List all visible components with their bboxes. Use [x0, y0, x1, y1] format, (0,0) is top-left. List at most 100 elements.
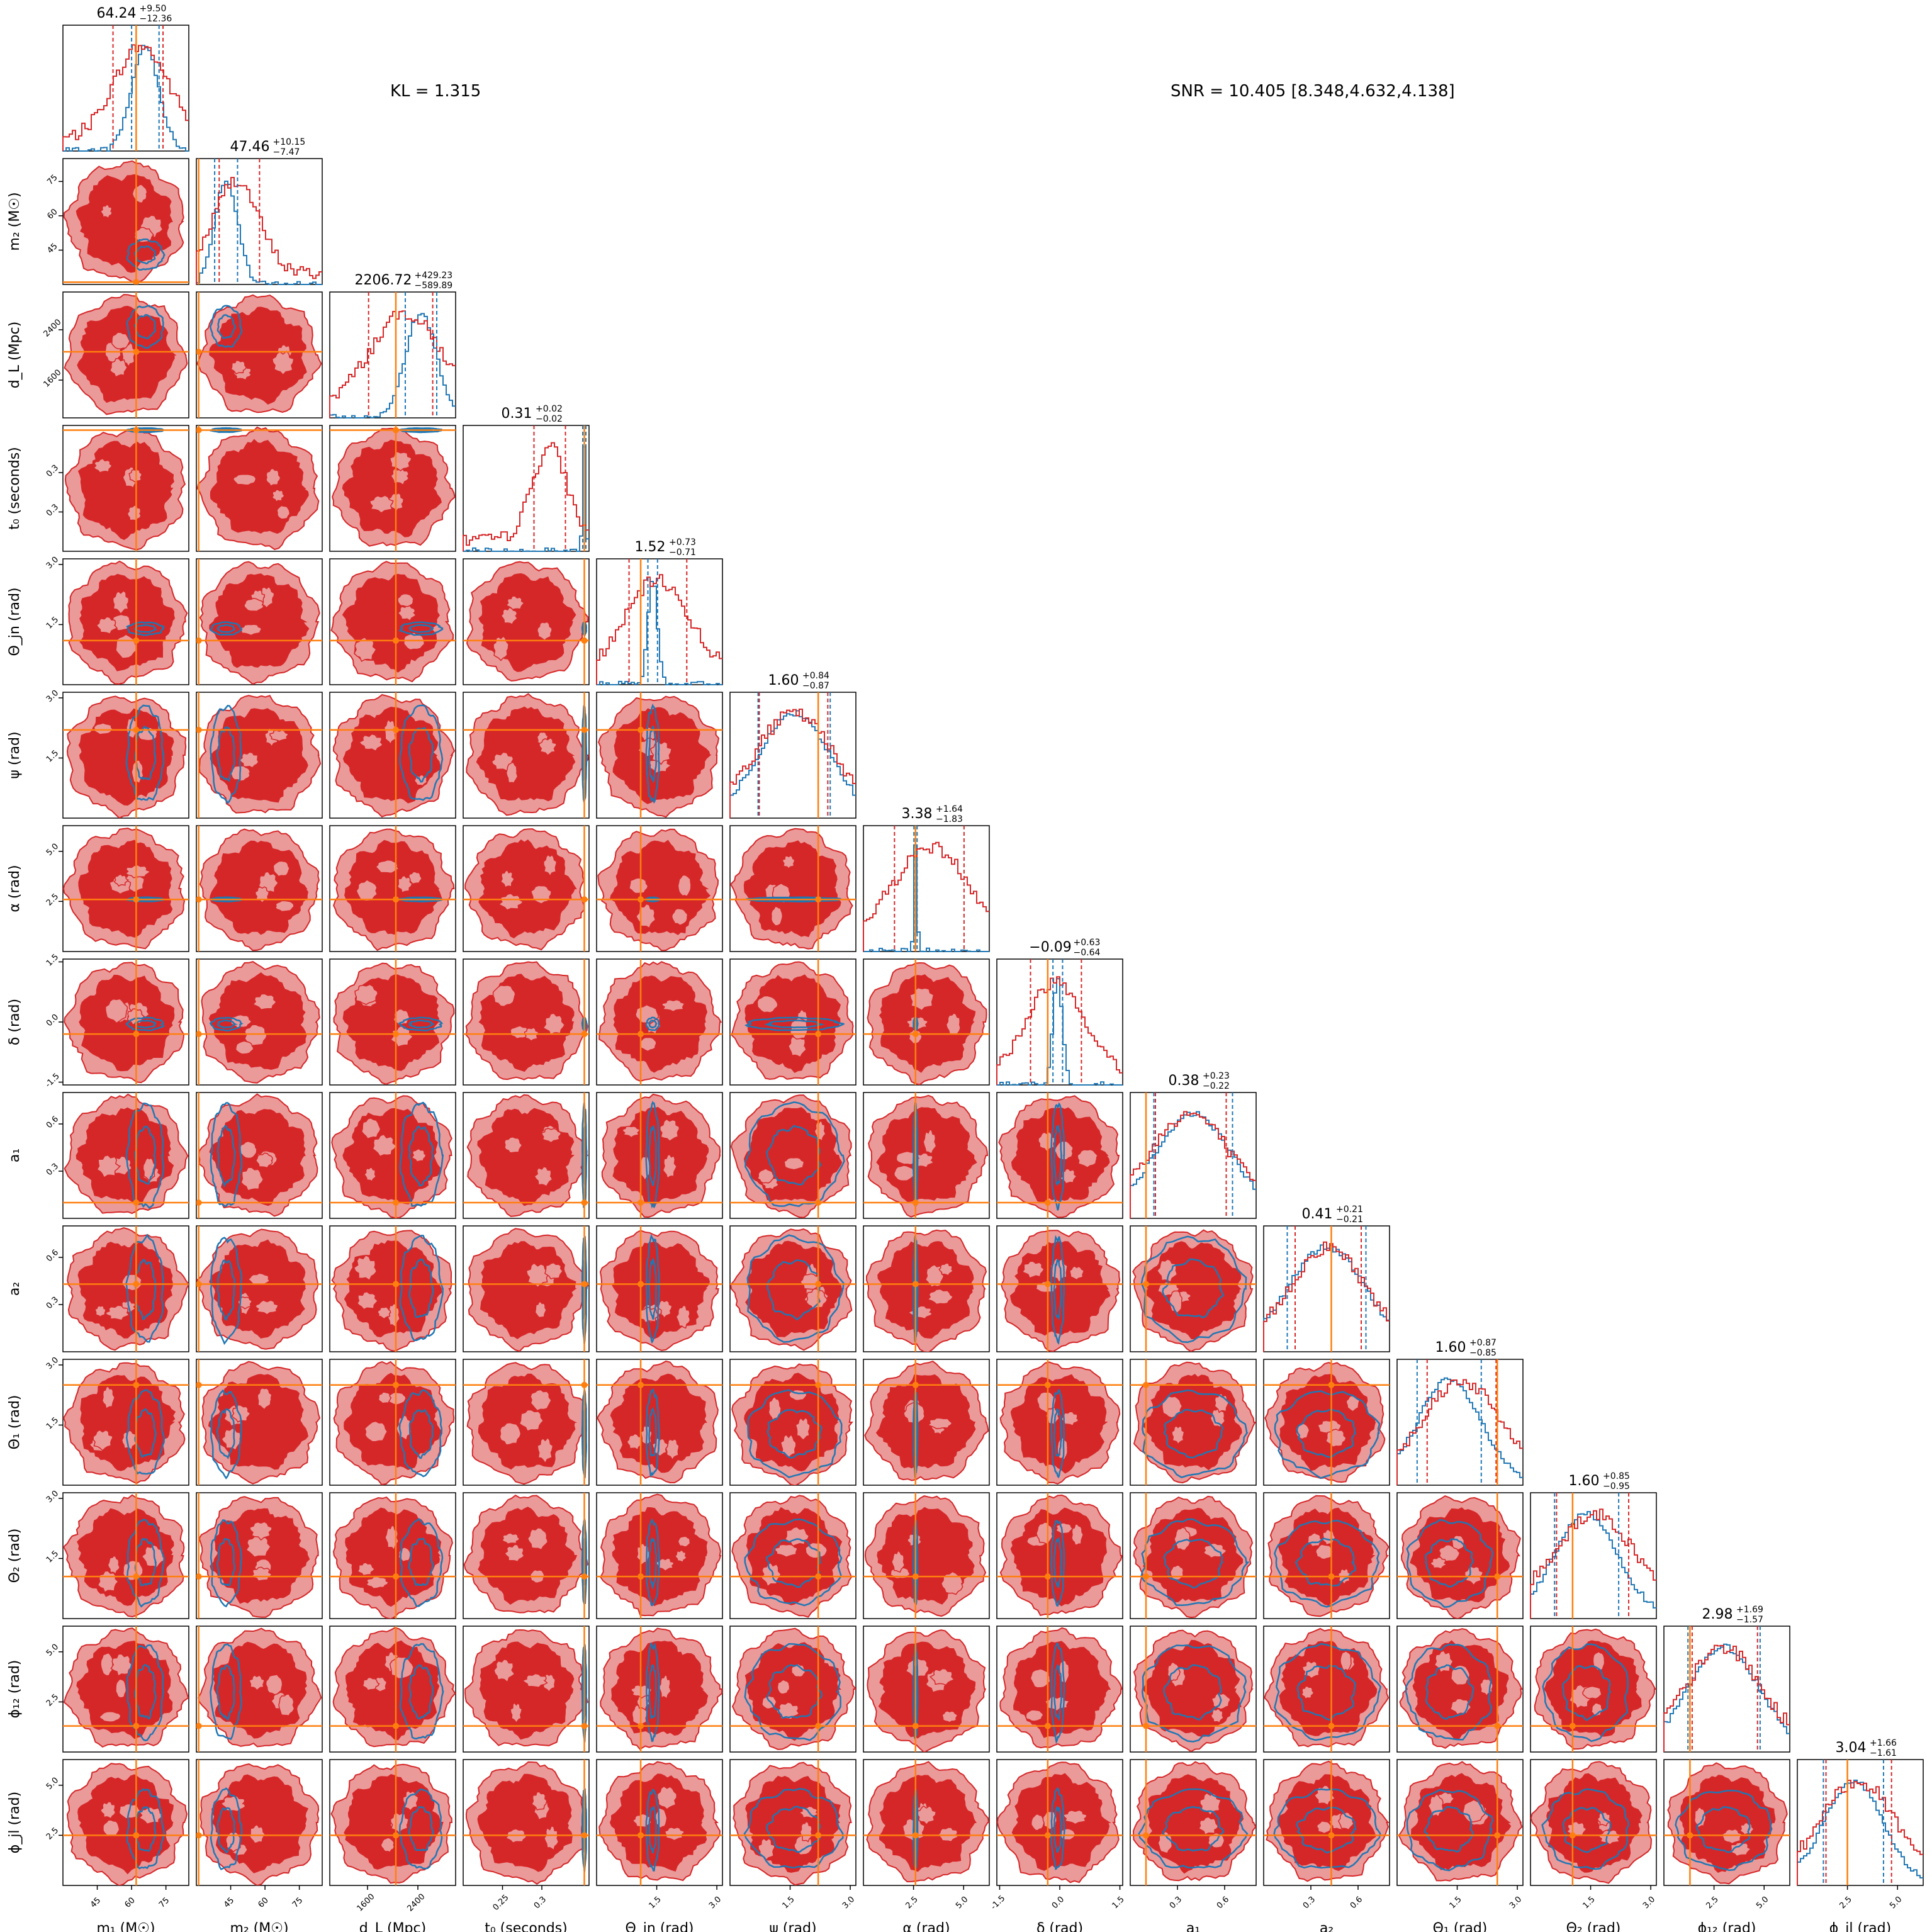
contour-hole: [113, 873, 130, 887]
contour-hole: [890, 1549, 906, 1573]
contour-hole: [938, 1262, 953, 1276]
scatter-panel-5-0: [62, 692, 189, 819]
contour-b-inner: [408, 1258, 434, 1318]
y-tick-label: 1.5: [45, 748, 60, 764]
scatter-panel-9-1: [196, 1225, 323, 1352]
contour-b-outer: [210, 1389, 242, 1480]
contour-b-outer: [1142, 1389, 1249, 1478]
panel-contents: [463, 559, 589, 685]
contour-b-outer: [746, 1234, 845, 1343]
y-tick-label: 0.0: [45, 1013, 60, 1028]
y-tick-label: 2.5: [45, 892, 60, 907]
y-axis-label: a₂: [7, 1282, 23, 1296]
scatter-panel-8-6: [863, 1092, 990, 1219]
contour-b-inner: [767, 1409, 823, 1459]
panel-contents: [1130, 1760, 1256, 1885]
panel-contents: [196, 1092, 322, 1218]
histogram-series-a: [996, 976, 1123, 1085]
contour-hole: [629, 877, 649, 894]
panel-title: 47.46: [230, 139, 270, 155]
panel-title-upper: +9.50: [140, 4, 167, 14]
truth-point: [196, 1722, 202, 1729]
scatter-panel-5-3: [463, 692, 590, 819]
panel-contents: [863, 1626, 989, 1752]
contour-b-inner: [1162, 1539, 1224, 1589]
contour-hole: [1582, 1685, 1603, 1700]
y-axis-label: α (rad): [7, 865, 23, 912]
scatter-panel-8-4: [596, 1092, 723, 1219]
contour-b-inner: [408, 1408, 434, 1459]
scatter-panel-10-5: [729, 1359, 856, 1486]
scatter-panel-9-4: [596, 1225, 723, 1352]
contour-hole: [378, 1391, 392, 1404]
scatter-panel-6-5: [729, 825, 856, 952]
truth-point: [1143, 1722, 1149, 1729]
truth-point: [196, 1381, 202, 1388]
panel-contents: [863, 1092, 989, 1218]
contour-hole: [122, 1559, 144, 1581]
truth-point: [133, 1832, 140, 1839]
x-tick-label: 0.3: [532, 1895, 548, 1911]
contour-b-outer: [1138, 1788, 1249, 1868]
panel-contents: [730, 1626, 856, 1752]
truth-point: [637, 896, 644, 903]
panel-contents: [63, 425, 189, 551]
histogram-series-a: [1663, 1644, 1790, 1752]
panel-title: −0.09: [1029, 940, 1071, 955]
truth-point: [1143, 1832, 1149, 1839]
panel-frame: [62, 25, 189, 152]
y-axis-label: ϕ_jl (rad): [7, 1792, 23, 1853]
x-tick-label: 1.5: [780, 1895, 796, 1911]
contour-hole: [677, 1536, 691, 1547]
x-tick-label: 1.5: [647, 1895, 663, 1911]
y-tick-label: 45: [45, 242, 59, 256]
scatter-panel-13-0: [62, 1759, 189, 1886]
y-axis-label: m₂ (M☉): [7, 192, 23, 250]
scatter-panel-11-2: [329, 1492, 456, 1619]
contour-hole: [1171, 1425, 1185, 1446]
contour-hole: [353, 1254, 378, 1281]
scatter-panel-13-1: [196, 1759, 323, 1886]
contour-hole: [1429, 1556, 1448, 1570]
panel-title-upper: +0.87: [1469, 1338, 1497, 1348]
panel-contents: [463, 959, 589, 1085]
contour-hole: [543, 1825, 559, 1851]
contour-hole: [1434, 1649, 1454, 1673]
contour-hole: [503, 1137, 524, 1154]
truth-point: [133, 1031, 140, 1038]
panel-contents: [196, 692, 322, 818]
contour-b-outer: [1050, 1520, 1065, 1607]
truth-point: [581, 1573, 588, 1580]
histogram-series-b: [63, 45, 189, 152]
contour-b-outer: [210, 1519, 242, 1608]
truth-point: [637, 1031, 644, 1038]
histogram-series-a: [863, 841, 989, 952]
panel-contents: [1530, 1760, 1656, 1885]
scatter-panel-8-2: [329, 1092, 456, 1219]
scatter-panel-10-7: [996, 1359, 1123, 1486]
contour-hole: [492, 984, 517, 1008]
x-tick-label: 1.5: [1110, 1895, 1126, 1911]
contour-b-outer: [210, 704, 242, 805]
contour-hole: [656, 1785, 678, 1810]
scatter-panel-13-5: [729, 1759, 856, 1886]
truth-point: [133, 726, 140, 733]
contour-b-inner: [216, 1259, 235, 1322]
contour-hole: [927, 1417, 955, 1429]
panel-contents: [1264, 1359, 1390, 1485]
contour-hole: [519, 1409, 546, 1432]
scatter-panel-11-0: [62, 1492, 189, 1619]
scatter-panel-13-7: [996, 1759, 1123, 1886]
scatter-panel-13-3: [463, 1759, 590, 1886]
diagonal-panel-6: 3.38 +1.64−1.83: [863, 804, 990, 952]
x-axis-label: t₀ (seconds): [485, 1921, 568, 1932]
truth-point: [1494, 1573, 1501, 1580]
contour-hole: [660, 1118, 680, 1142]
contour-b-outer: [645, 1101, 660, 1209]
panel-contents: [597, 1226, 722, 1352]
contour-hole: [543, 854, 558, 877]
contour-hole: [501, 1532, 521, 1545]
scatter-panel-13-11: [1530, 1759, 1657, 1886]
y-tick-label: 5.0: [45, 842, 60, 858]
scatter-panel-9-3: [463, 1225, 590, 1352]
